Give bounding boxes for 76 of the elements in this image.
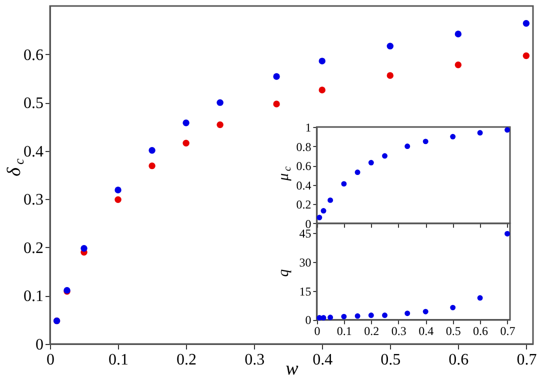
y-axis-title: δc [4,158,27,176]
x-tick-label: 0.3 [244,352,265,368]
point [454,62,462,68]
y-tick-label: 0 [305,216,312,231]
point [114,186,122,194]
point [404,144,410,149]
x-tick-label: 0.2 [176,352,197,368]
y-tick-label: 30 [299,255,312,270]
point [382,312,388,318]
y-tick-label: 0 [305,313,312,328]
y-axis-title: μc [276,166,294,182]
point [354,313,360,319]
y-tick-label: 0.6 [296,159,312,174]
y-tick-label: 0.3 [24,192,44,209]
point [386,42,394,50]
x-tick-label: 0 [314,324,320,338]
x-tick-label: 0.1 [336,324,352,338]
y-tick-label: 0.5 [24,95,44,112]
point [404,310,410,316]
point [522,52,530,60]
point [148,147,156,154]
point [216,99,224,106]
point [148,162,156,170]
x-axis-title: w [286,358,299,380]
y-tick-label: 0.2 [296,198,312,212]
point [273,73,280,80]
point [504,127,510,133]
point [382,153,388,159]
y-tick-label: 0.4 [24,143,44,160]
point [522,20,530,27]
x-tick-label: 0.3 [391,324,406,338]
point [182,120,190,126]
point [422,308,428,314]
y-tick-label: 15 [299,284,312,298]
x-tick-label: 0.5 [446,324,461,338]
point [341,314,347,320]
y-tick-label: 1 [305,120,312,134]
y-tick-label: 0.6 [24,46,44,64]
point [422,138,428,144]
point [318,86,326,94]
y-tick-label: 0.4 [296,178,312,192]
point [316,214,322,220]
point [477,295,483,301]
point [341,181,347,187]
point [368,312,374,318]
y-tick-label: 0.1 [24,288,44,306]
point [320,208,326,214]
point [216,121,224,128]
x-tick-label: 0.7 [500,324,516,338]
y-tick-label: 0 [36,336,44,354]
point [477,130,483,136]
x-tick-label: 0.2 [364,324,380,338]
point [114,196,122,203]
point [328,314,334,320]
point [454,30,462,38]
x-tick-label: 0.5 [380,352,401,368]
point [386,72,394,79]
x-tick-label: 0.7 [516,352,537,368]
y-tick-label: 0.8 [296,140,312,154]
point [80,245,88,252]
point [182,140,190,146]
point [368,160,374,166]
x-tick-label: 0.6 [473,324,488,338]
x-tick-label: 0.4 [418,324,434,338]
point [318,58,326,64]
x-tick-label: 0.1 [108,352,129,368]
x-tick-label: 0 [46,352,54,368]
point [273,100,280,108]
point [450,304,456,310]
point [328,197,334,203]
x-tick-label: 0.6 [448,352,469,368]
point [354,170,360,175]
y-axis-title: q [276,268,292,277]
point [450,134,456,140]
y-tick-label: 0.2 [24,240,44,257]
point [504,230,510,236]
